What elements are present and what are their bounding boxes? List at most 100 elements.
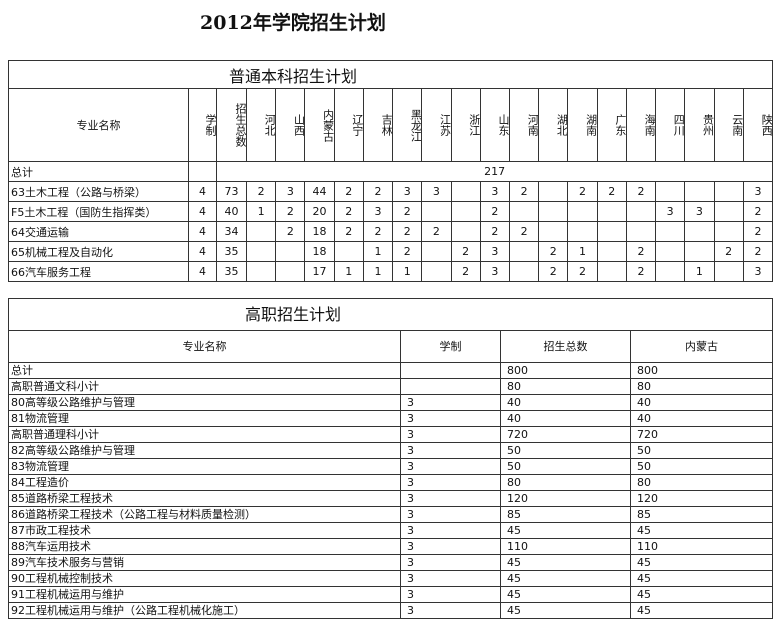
cell <box>538 201 569 222</box>
cell: 2 <box>362 181 394 202</box>
cell <box>684 241 715 262</box>
cell <box>567 201 598 222</box>
cell: 18 <box>304 221 335 242</box>
data-row: 84工程造价 3 80 80 <box>8 474 774 491</box>
data-row: 63土木工程（公路与桥梁） 4 73 2 3 44 2 2 3 3 3 2 2 2 2 3 <box>8 181 774 202</box>
cell: 720 <box>629 426 774 443</box>
cell <box>655 241 686 262</box>
cell: 40 <box>629 410 774 427</box>
cell: 3 <box>400 490 501 507</box>
data-row: 81物流管理 3 40 40 <box>8 410 774 427</box>
cell: 2 <box>742 241 774 262</box>
column-header: 山西 <box>275 88 306 162</box>
data-row: 86道路桥梁工程技术（公路工程与材料质量检测） 3 85 85 <box>8 506 774 523</box>
page-title: 2012年学院招生计划 <box>200 12 386 34</box>
cell <box>713 261 744 282</box>
cell: 85 <box>500 506 631 523</box>
cell: 2 <box>450 261 481 282</box>
cell: 1 <box>684 261 715 282</box>
cell: 110 <box>629 538 774 555</box>
cell: 3 <box>400 538 501 555</box>
vocational-table: 高职招生计划 专业名称 学制 招生总数 内蒙古 总计 800 800 高职普通文科小计 80 80 8… <box>7 298 774 619</box>
cell: 2 <box>538 261 569 282</box>
cell: 3 <box>275 181 306 202</box>
cell: 3 <box>479 181 510 202</box>
data-row: 89汽车技术服务与营销 3 45 45 <box>8 554 774 571</box>
cell <box>245 241 277 262</box>
row-label: 92工程机械运用与维护（公路工程机械化施工） <box>8 602 401 619</box>
cell: 3 <box>362 201 394 222</box>
cell: 2 <box>333 201 364 222</box>
cell: 40 <box>216 201 247 222</box>
column-header: 陕西 <box>742 88 774 162</box>
row-label: 高职普通文科小计 <box>8 378 401 395</box>
cell <box>421 241 452 262</box>
cell: 2 <box>625 181 657 202</box>
cell: 85 <box>629 506 774 523</box>
cell: 2 <box>508 221 540 242</box>
column-header: 四川 <box>655 88 686 162</box>
cell: 2 <box>333 221 364 242</box>
cell <box>188 161 217 182</box>
cell: 800 <box>629 362 774 379</box>
cell: 1 <box>333 261 364 282</box>
cell: 2 <box>421 221 452 242</box>
row-label: 83物流管理 <box>8 458 401 475</box>
cell: 1 <box>362 261 394 282</box>
cell: 45 <box>500 554 631 571</box>
cell: 2 <box>713 241 744 262</box>
row-label: 65机械工程及自动化 <box>8 241 189 262</box>
column-header: 招生总数 <box>216 88 247 162</box>
cell: 18 <box>304 241 335 262</box>
cell: 2 <box>450 241 481 262</box>
column-header: 学制 <box>188 88 217 162</box>
column-header: 河南 <box>508 88 540 162</box>
column-header: 广东 <box>596 88 627 162</box>
cell: 73 <box>216 181 247 202</box>
cell: 2 <box>245 181 277 202</box>
cell: 720 <box>500 426 631 443</box>
cell: 2 <box>567 261 598 282</box>
cell: 2 <box>742 201 774 222</box>
cell <box>655 181 686 202</box>
cell: 3 <box>400 570 501 587</box>
cell <box>450 221 481 242</box>
column-header: 学制 <box>400 330 501 363</box>
cell: 3 <box>400 394 501 411</box>
row-label: 86道路桥梁工程技术（公路工程与材料质量检测） <box>8 506 401 523</box>
row-label: 87市政工程技术 <box>8 522 401 539</box>
cell: 40 <box>500 410 631 427</box>
column-header: 专业名称 <box>8 330 401 363</box>
cell: 2 <box>275 201 306 222</box>
row-label: 81物流管理 <box>8 410 401 427</box>
cell <box>508 261 540 282</box>
cell: 3 <box>400 474 501 491</box>
cell: 2 <box>625 261 657 282</box>
cell <box>596 201 627 222</box>
cell: 50 <box>629 442 774 459</box>
cell: 20 <box>304 201 335 222</box>
cell: 3 <box>400 458 501 475</box>
column-header: 海南 <box>625 88 657 162</box>
cell <box>450 181 481 202</box>
cell: 3 <box>400 442 501 459</box>
cell: 3 <box>400 426 501 443</box>
cell: 45 <box>629 554 774 571</box>
cell: 3 <box>400 554 501 571</box>
data-row: 87市政工程技术 3 45 45 <box>8 522 774 539</box>
data-row: 82高等级公路维护与管理 3 50 50 <box>8 442 774 459</box>
cell <box>450 201 481 222</box>
data-row: 总计 800 800 <box>8 362 774 379</box>
data-row: 64交通运输 4 34 2 18 2 2 2 2 2 2 2 <box>8 221 774 242</box>
cell <box>596 261 627 282</box>
header-row: 专业名称 学制 招生总数 河北 山西 内蒙古 辽宁 吉林 黑龙江 江苏 浙江 山东 河南 湖北 湖南 广东 海南… <box>8 88 774 162</box>
cell: 2 <box>742 221 774 242</box>
cell <box>275 261 306 282</box>
undergrad-table: 普通本科招生计划 专业名称 学制 招生总数 河北 山西 内蒙古 辽宁 吉林 黑龙江 江苏 浙江 山东 河南… <box>7 60 774 282</box>
column-header: 招生总数 <box>500 330 631 363</box>
data-row: 高职普通文科小计 80 80 <box>8 378 774 395</box>
cell <box>655 221 686 242</box>
column-header: 黑龙江 <box>392 88 423 162</box>
cell: 2 <box>508 181 540 202</box>
column-header: 内蒙古 <box>629 330 774 363</box>
